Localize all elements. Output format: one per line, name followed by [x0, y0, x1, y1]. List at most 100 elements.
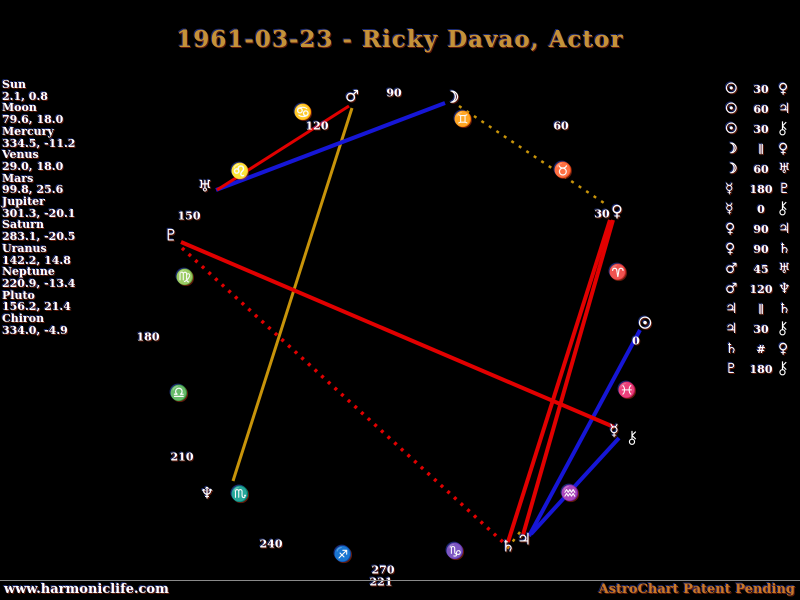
wheel-planet-neptune-icon: ♆ — [199, 483, 215, 503]
wheel-planet-mars-icon: ♂ — [344, 86, 360, 106]
ring-degree-label-90: 90 — [386, 86, 402, 100]
planet-name-sun: Sun — [2, 78, 26, 91]
aspect-row-sun-jupiter: ☉ 60 ♃ — [725, 99, 797, 119]
aspect-angle: 45 — [753, 262, 769, 276]
uranus-glyph-icon: ♅ — [778, 161, 791, 177]
footer-divider — [0, 580, 800, 581]
mars-glyph-icon: ♂ — [725, 261, 738, 277]
mercury-glyph-icon: ☿ — [725, 181, 734, 197]
jupiter-glyph-icon: ♃ — [778, 101, 791, 117]
sign-taurus-icon: ♉ — [553, 161, 573, 179]
pluto-glyph-icon: ♇ — [778, 181, 791, 197]
website-url: www.harmoniclife.com — [4, 582, 169, 597]
aspect-angle: 120 — [749, 282, 773, 296]
aspect-row-venus-saturn: ♀ 90 ♄ — [725, 239, 797, 259]
wheel-planet-mercury-icon: ☿ — [609, 420, 619, 440]
aspect-line-pluto-minor-dotted — [180, 246, 506, 545]
planet-value-jupiter: 301.3, -20.1 — [2, 206, 76, 220]
planet-name-neptune: Neptune — [2, 265, 55, 279]
saturn-glyph-icon: ♄ — [725, 341, 738, 357]
aspect-angle: 60 — [753, 162, 769, 176]
planet-name-mars: Mars — [2, 171, 34, 185]
aspect-angle: 180 — [749, 362, 773, 376]
aspect-row-saturn-venus: ♄ # ♀ — [725, 339, 797, 359]
venus-glyph-icon: ♀ — [778, 141, 789, 157]
aspect-angle: ∥ — [758, 142, 764, 156]
wheel-planet-moon-icon: ☽ — [444, 87, 460, 107]
sign-scorpio-icon: ♏ — [230, 485, 250, 503]
aspect-line-venus-square-jupiter — [521, 219, 615, 536]
aspect-line-moon-sextile-uranus — [215, 101, 446, 192]
planet-value-venus: 29.0, 18.0 — [2, 159, 64, 173]
branding-text: AstroChart Patent Pending — [598, 582, 795, 597]
venus-glyph-icon: ♀ — [778, 341, 789, 357]
ring-degree-label-0: 0 — [632, 334, 640, 348]
aspect-angle: 30 — [753, 82, 769, 96]
chiron-glyph-icon — [778, 120, 797, 138]
planet-value-saturn: 283.1, -20.5 — [2, 230, 76, 244]
aspect-line-mars-semisquare-uranus — [216, 104, 350, 192]
jupiter-glyph-icon: ♃ — [725, 321, 738, 337]
aspect-row-venus-jupiter: ♀ 90 ♃ — [725, 219, 797, 239]
wheel-planet-venus-icon: ♀ — [611, 201, 623, 221]
sign-cancer-icon: ♋ — [293, 103, 313, 121]
wheel-planet-pluto-icon: ♇ — [163, 225, 179, 245]
planet-value-pluto: 156.2, 21.4 — [2, 300, 71, 314]
planet-value-sun: 2.1, 0.8 — [2, 89, 48, 103]
aspect-row-jupiter-chiron: ♃ 30 — [725, 319, 797, 339]
aspect-row-mars-neptune: ♂ 120 ♆ — [725, 279, 797, 299]
aspect-angle: 90 — [753, 222, 769, 236]
mars-glyph-icon: ♂ — [725, 281, 738, 297]
jupiter-glyph-icon: ♃ — [778, 221, 791, 237]
aspect-line-jupiter-semisextile-chiron — [529, 436, 621, 536]
aspect-line-venus-square-saturn — [506, 219, 612, 543]
planet-name-pluto: Pluto — [2, 288, 35, 302]
planet-name-venus: Venus — [2, 148, 39, 162]
planet-value-moon: 79.6, 18.0 — [2, 113, 64, 127]
planet-position-list: Sun 2.1, 0.8 Moon 79.6, 18.0 Mercury 334.5, -… — [2, 79, 75, 336]
ring-degree-label-150: 150 — [177, 209, 201, 223]
neptune-glyph-icon: ♆ — [778, 281, 791, 297]
wheel-planet-jupiter-icon: ♃ — [516, 529, 532, 549]
aspect-row-sun-chiron: ☉ 30 — [725, 119, 797, 139]
sign-pisces-icon: ♓ — [617, 381, 637, 399]
planet-name-mercury: Mercury — [2, 124, 54, 138]
aspect-row-pluto-chiron: ♇ 180 — [725, 359, 797, 379]
sign-sagittarius-icon: ♐ — [333, 545, 353, 563]
sign-leo-icon: ♌ — [230, 162, 250, 180]
wheel-planet-sun-icon: ☉ — [637, 313, 653, 333]
moon-glyph-icon: ☽ — [725, 141, 738, 157]
planet-name-moon: Moon — [2, 101, 37, 115]
aspect-row-mercury-pluto: ☿ 180 ♇ — [725, 179, 797, 199]
planet-value-chiron: 334.0, -4.9 — [2, 323, 68, 337]
aspect-row-mercury-chiron: ☿ 0 — [725, 199, 797, 219]
planet-name-uranus: Uranus — [2, 241, 47, 255]
venus-glyph-icon: ♀ — [725, 221, 736, 237]
ring-degree-label-180: 180 — [136, 330, 160, 344]
ring-degree-label-240: 240 — [259, 537, 283, 551]
wheel-planet-saturn-icon: ♄ — [500, 536, 516, 556]
ring-degree-label-270: 270 — [371, 563, 395, 577]
saturn-glyph-icon: ♄ — [778, 301, 791, 317]
planet-value-mercury: 334.5, -11.2 — [2, 136, 76, 150]
planet-value-uranus: 142.2, 14.8 — [2, 253, 71, 267]
aspect-row-sun-venus: ☉ 30 ♀ — [725, 79, 797, 99]
planet-value-neptune: 220.9, -13.4 — [2, 276, 76, 290]
sign-capricorn-icon: ♑ — [445, 542, 465, 560]
aspect-row-mars-uranus: ♂ 45 ♅ — [725, 259, 797, 279]
planet-name-jupiter: Jupiter — [2, 195, 45, 209]
sun-glyph-icon: ☉ — [725, 101, 738, 117]
planet-value-mars: 99.8, 25.6 — [2, 183, 64, 197]
aspect-line-sun-sextile-jupiter — [527, 329, 642, 537]
venus-glyph-icon: ♀ — [725, 241, 736, 257]
mercury-glyph-icon: ☿ — [725, 201, 734, 217]
moon-glyph-icon: ☽ — [725, 161, 738, 177]
sign-gemini-icon: ♊ — [453, 110, 473, 128]
aspect-table: ☉ 30 ♀ ☉ 60 ♃ ☉ 30 ☽ ∥ ♀ ☽ 60 ♅ ☿ 180 ♇ ☿ 0 ♀ 90 ♃ ♀ 90 ♄ ♂ 45 ♅ ♂ 12… — [725, 79, 797, 379]
wheel-planet-chiron-icon — [628, 429, 637, 448]
ring-degree-label-120: 120 — [305, 119, 329, 133]
aspect-line-moon-parallel-venus — [458, 104, 608, 207]
planet-name-saturn: Saturn — [2, 218, 44, 232]
